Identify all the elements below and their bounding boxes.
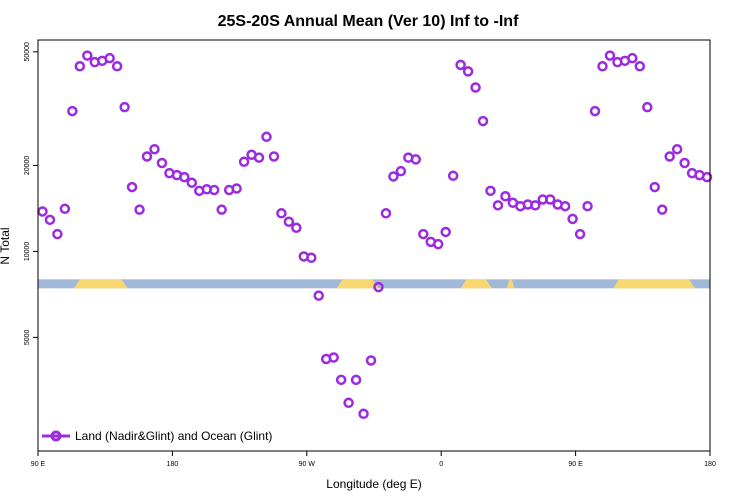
data-point xyxy=(462,66,474,77)
data-point xyxy=(679,157,690,169)
data-point xyxy=(59,203,71,215)
data-point xyxy=(544,194,556,205)
data-point xyxy=(671,143,683,155)
data-point xyxy=(582,200,593,212)
land-segment xyxy=(460,279,492,289)
data-point xyxy=(261,131,272,143)
data-point xyxy=(179,171,190,183)
plot-frame xyxy=(37,39,711,452)
data-point xyxy=(186,177,198,188)
data-point xyxy=(455,59,466,71)
data-point xyxy=(492,200,504,211)
data-point xyxy=(52,228,63,240)
data-point xyxy=(701,171,713,183)
data-point xyxy=(126,181,138,193)
data-point xyxy=(500,191,511,202)
data-point xyxy=(597,61,608,72)
land-segment xyxy=(612,279,696,289)
data-point xyxy=(634,61,646,72)
data-point xyxy=(589,105,601,117)
x-tick-label: 90 W xyxy=(299,461,316,468)
data-point xyxy=(238,156,250,168)
plot-layer xyxy=(37,50,713,420)
data-point xyxy=(156,157,168,169)
data-point xyxy=(410,154,422,165)
legend-label: Land (Nadir&Glint) and Ocean (Glint) xyxy=(75,429,272,443)
data-point xyxy=(283,216,295,228)
data-point xyxy=(208,184,220,196)
data-point xyxy=(44,214,56,226)
data-point xyxy=(276,208,287,219)
data-point xyxy=(74,61,86,72)
data-point xyxy=(388,171,399,182)
x-axis-label: Longitude (deg E) xyxy=(326,477,421,491)
data-point xyxy=(485,185,496,197)
data-point xyxy=(470,82,481,93)
data-point xyxy=(440,226,451,238)
data-point xyxy=(574,228,586,240)
data-point xyxy=(559,200,571,212)
data-point xyxy=(37,206,48,217)
legend: Land (Nadir&Glint) and Ocean (Glint) xyxy=(42,429,272,443)
data-point xyxy=(447,170,459,182)
data-point xyxy=(350,374,362,386)
data-point xyxy=(335,374,347,386)
data-point xyxy=(216,204,227,215)
y-tick-label: 5000 xyxy=(24,329,31,345)
y-tick-label: 20000 xyxy=(24,156,31,176)
x-tick-label: 90 E xyxy=(31,461,46,468)
data-point xyxy=(380,208,392,219)
data-point xyxy=(343,397,354,409)
data-point xyxy=(306,252,317,264)
data-point xyxy=(627,52,638,64)
axes-layer: 90 E 180 90 W 0 90 E 180 50000 20000 10000 5000 xyxy=(24,42,716,468)
data-point xyxy=(268,151,280,162)
data-point xyxy=(530,200,541,211)
data-point xyxy=(358,408,369,420)
land-segment xyxy=(506,279,515,289)
legend-marker xyxy=(50,430,62,442)
data-point xyxy=(664,151,675,162)
data-point xyxy=(395,165,407,177)
land-segment xyxy=(336,279,379,289)
y-tick-label: 50000 xyxy=(24,42,31,62)
data-point xyxy=(477,115,489,127)
data-point xyxy=(149,143,160,155)
data-point xyxy=(365,355,377,366)
chart-title: 25S-20S Annual Mean (Ver 10) Inf to -Inf xyxy=(218,13,519,30)
data-point xyxy=(82,50,93,61)
data-point xyxy=(649,181,660,193)
data-point xyxy=(141,151,153,162)
data-point xyxy=(231,183,242,194)
x-tick-label: 0 xyxy=(439,461,443,468)
data-point xyxy=(656,204,668,215)
y-tick-label: 10000 xyxy=(24,242,31,262)
land-segment xyxy=(73,279,128,289)
x-tick-label: 180 xyxy=(704,461,716,468)
x-tick-label: 180 xyxy=(167,461,179,468)
data-point xyxy=(418,228,429,240)
data-point xyxy=(134,204,145,215)
data-point xyxy=(567,213,578,225)
data-point xyxy=(119,101,130,113)
data-point xyxy=(67,105,78,117)
data-point xyxy=(328,352,339,363)
data-point xyxy=(373,281,384,293)
data-point xyxy=(432,238,444,250)
data-point xyxy=(111,61,123,72)
y-axis-label: N Total xyxy=(0,227,12,264)
data-point xyxy=(642,101,653,113)
data-point xyxy=(253,152,265,163)
data-point xyxy=(604,50,616,61)
data-point xyxy=(104,52,115,64)
x-tick-label: 90 E xyxy=(568,461,583,468)
data-point xyxy=(291,222,302,234)
data-point xyxy=(313,290,324,301)
